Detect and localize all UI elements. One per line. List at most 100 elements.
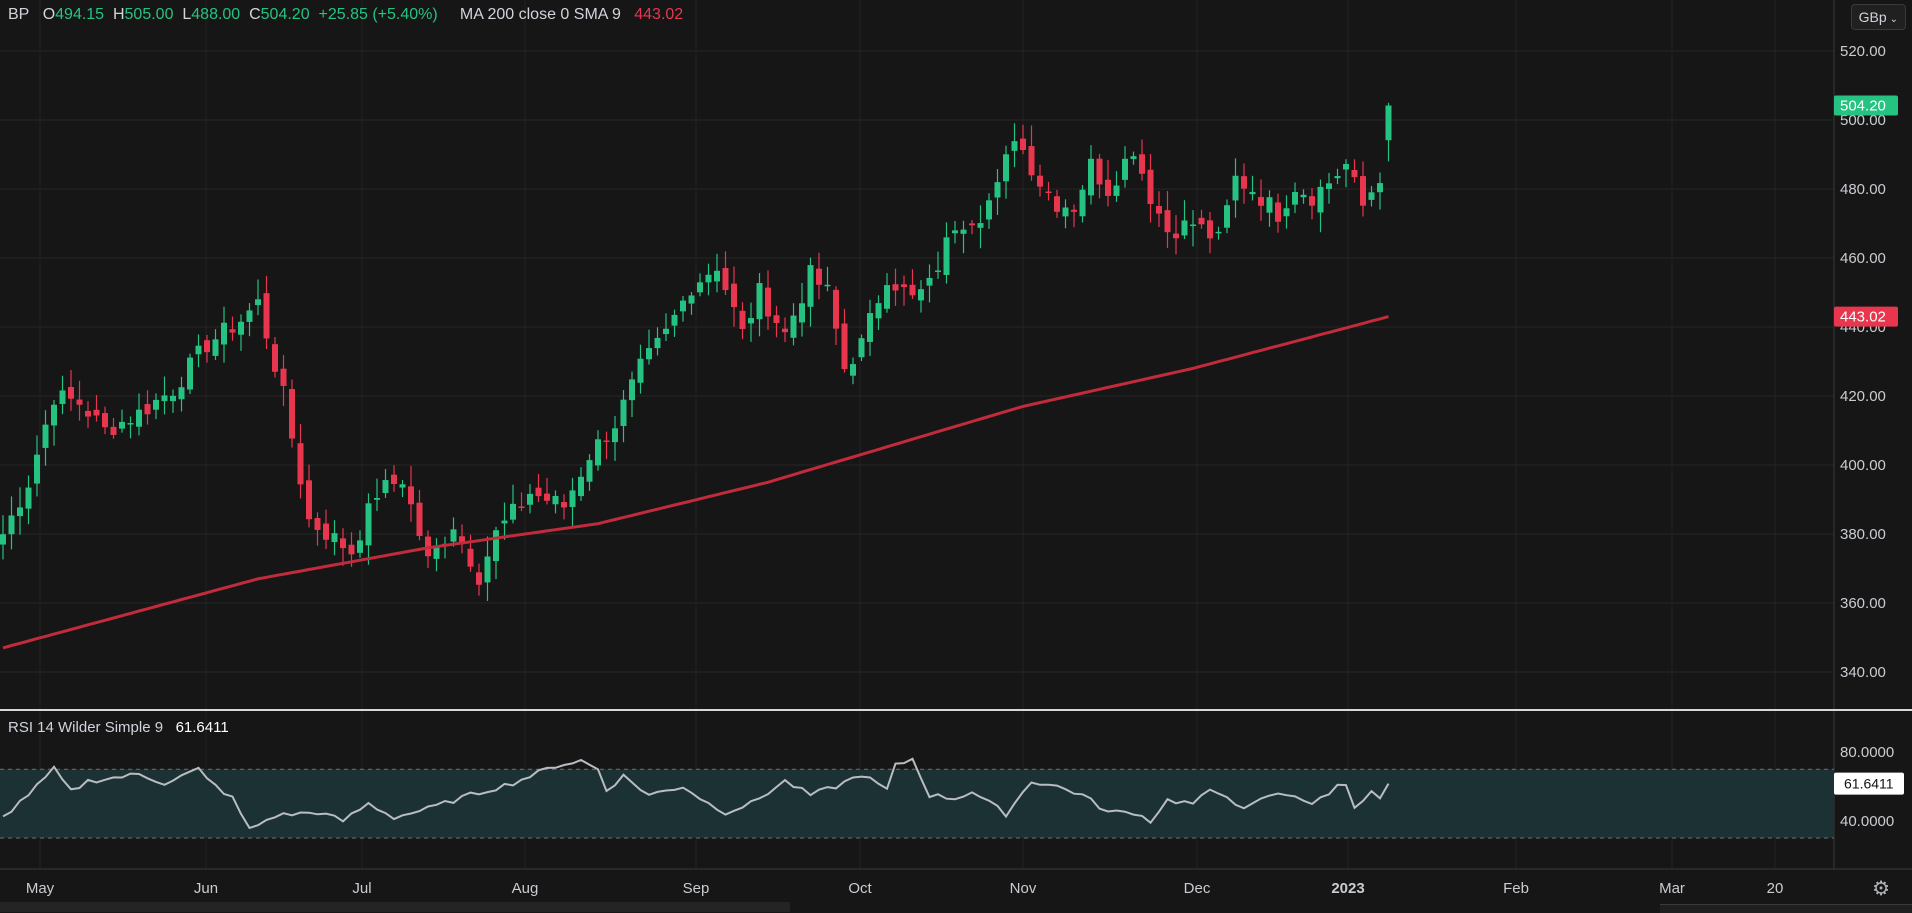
candle-body (1130, 156, 1137, 160)
ma-label: MA 200 close 0 SMA 9 (459, 6, 621, 23)
currency-button[interactable]: GBp ⌄ (1850, 4, 1906, 30)
candle-body (195, 345, 202, 355)
ma-price-label: 443.02 (1834, 306, 1898, 327)
low-label: L (182, 6, 192, 23)
candle-body (17, 507, 23, 517)
candle-body (1028, 146, 1035, 176)
candle-body (544, 493, 550, 501)
candle-body (1207, 220, 1213, 239)
high-label: H (112, 6, 125, 23)
candle-body (867, 313, 873, 342)
candle-body (314, 518, 321, 530)
candle-body (161, 395, 168, 402)
time-tick-label: 2023 (1331, 880, 1364, 897)
candle-body (119, 421, 125, 429)
candle-body (1275, 202, 1281, 222)
candle-body (960, 229, 967, 234)
candle-body (833, 289, 839, 329)
candle-body (1003, 154, 1009, 182)
close-label: C (249, 6, 261, 23)
candle-body (977, 223, 984, 228)
time-tick-label: Aug (512, 880, 539, 897)
candle-body (952, 230, 958, 234)
candle-body (365, 503, 372, 546)
candle-body (391, 474, 397, 485)
bottom-toolbar (0, 902, 790, 912)
candle-body (187, 357, 193, 390)
candle-body (416, 502, 423, 537)
candle-body (569, 490, 576, 507)
candle-body (1334, 176, 1341, 179)
candle-body (1054, 196, 1060, 212)
candle-body (1249, 191, 1256, 195)
gear-icon[interactable]: ⚙ (1872, 878, 1890, 900)
candle-body (739, 310, 746, 329)
rsi-last-label-box (1834, 772, 1904, 795)
candle-body (527, 493, 533, 505)
candle-body (382, 480, 389, 493)
price-tick-label: 520.00 (1840, 43, 1886, 60)
candle-body (280, 368, 287, 386)
candle-body (357, 540, 363, 553)
candle-body (450, 529, 457, 542)
rsi-band (0, 769, 1834, 838)
last-price-label-text: 504.20 (1840, 98, 1886, 115)
candle-body (399, 484, 406, 488)
candle-body (586, 460, 593, 482)
candle-body (501, 520, 508, 524)
candle-body (433, 545, 440, 559)
candle-body (289, 389, 295, 439)
candle-body (1011, 141, 1018, 151)
candle-body (858, 338, 865, 358)
time-tick-label: Oct (848, 880, 872, 897)
candle-body (306, 480, 312, 520)
candle-body (654, 337, 661, 349)
candle-body (1096, 158, 1103, 185)
candle-body (212, 339, 219, 356)
candle-body (246, 310, 253, 322)
time-tick-label: Feb (1503, 880, 1529, 897)
candles (0, 102, 1392, 601)
rsi-tick-label: 80.0000 (1840, 744, 1894, 761)
time-tick-label: Mar (1659, 880, 1685, 897)
candle-body (263, 293, 270, 339)
price-tick-label: 400.00 (1840, 457, 1886, 474)
candle-body (510, 503, 516, 520)
candle-body (59, 390, 66, 404)
bottom-toolbar-right (1660, 904, 1912, 913)
candle-body (1071, 209, 1077, 212)
candle-body (1283, 208, 1290, 217)
candle-body (663, 328, 669, 335)
candle-body (884, 285, 890, 309)
candle-body (1147, 169, 1154, 204)
low-value: 488.00 (191, 6, 241, 23)
candle-body (637, 358, 644, 383)
price-tick-label: 500.00 (1840, 112, 1886, 129)
candle-body (731, 283, 737, 308)
candle-body (1139, 154, 1145, 174)
time-tick-label: Dec (1184, 880, 1211, 897)
last-price-label: 504.20 (1834, 95, 1898, 116)
candle-body (620, 399, 627, 426)
candle-body (1062, 207, 1069, 217)
candle-body (1326, 183, 1332, 189)
candle-body (1343, 164, 1349, 170)
candle-body (476, 572, 482, 585)
rsi-label: RSI 14 Wilder Simple 9 (8, 719, 164, 736)
candle-body (374, 498, 380, 500)
candle-body (1232, 175, 1239, 201)
ma-price-label-text: 443.02 (1840, 309, 1886, 326)
candle-body (1258, 196, 1264, 206)
candle-body (756, 283, 763, 320)
candle-body (1164, 210, 1171, 233)
candle-body (909, 284, 916, 296)
candle-body (1181, 220, 1188, 236)
candle-body (170, 395, 176, 402)
candle-body (204, 340, 210, 353)
candle-body (1266, 197, 1273, 213)
candle-body (25, 487, 32, 509)
price-tick-label: 340.00 (1840, 664, 1886, 681)
price-tick-label: 380.00 (1840, 526, 1886, 543)
candle-body (85, 410, 91, 417)
